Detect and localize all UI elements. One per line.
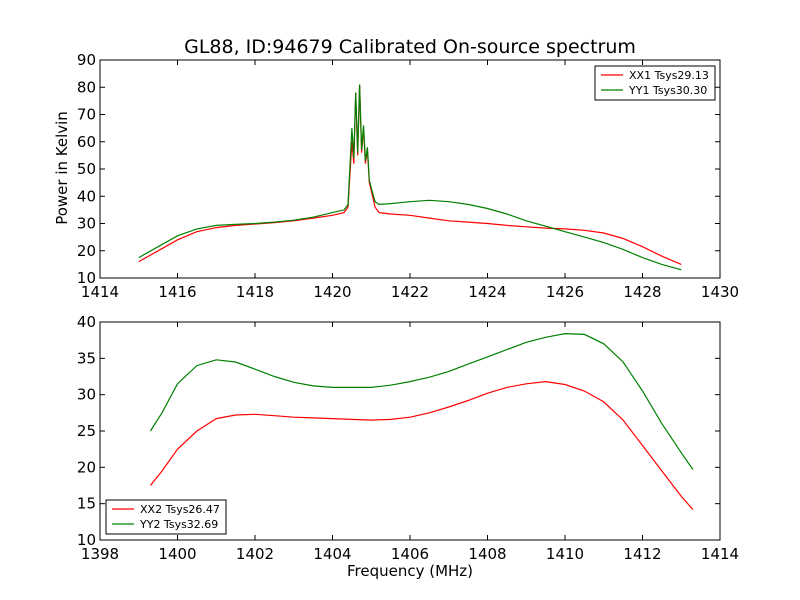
- y-tick-label: 60: [77, 133, 96, 151]
- x-tick-label: 1402: [236, 545, 274, 563]
- x-tick-label: 1414: [701, 545, 739, 563]
- y-tick-label: 70: [77, 106, 96, 124]
- chart-title: GL88, ID:94679 Calibrated On-source spec…: [184, 36, 636, 58]
- x-tick-label: 1408: [468, 545, 506, 563]
- y-tick-label: 20: [77, 242, 96, 260]
- y-tick-label: 10: [77, 531, 96, 549]
- legend-label: XX1 Tsys29.13: [629, 69, 709, 82]
- y-tick-label: 50: [77, 160, 96, 178]
- x-tick-label: 1400: [158, 545, 196, 563]
- x-tick-label: 1398: [81, 545, 119, 563]
- x-tick-label: 1428: [623, 283, 661, 301]
- top-spectrum-plot: 1414 1416 1418 1420 1422 1424 1426 1428 1430 10 20…: [53, 51, 739, 301]
- legend-label: XX2 Tsys26.47: [140, 503, 220, 516]
- y-tick-label: 30: [77, 386, 96, 404]
- y-tick-label: 20: [77, 458, 96, 476]
- x-tick-label: 1412: [623, 545, 661, 563]
- y-tick-label: 90: [77, 51, 96, 69]
- y-tick-label: 15: [77, 495, 96, 513]
- x-tick-label: 1406: [391, 545, 429, 563]
- y-tick-label: 10: [77, 269, 96, 287]
- series-line-2-1: [149, 380, 694, 510]
- y-tick-label: 35: [77, 349, 96, 367]
- y-tick-label: 30: [77, 215, 96, 233]
- x-tick-label: 1422: [391, 283, 429, 301]
- x-tick-label: 1416: [158, 283, 196, 301]
- series-line-1-2: [138, 84, 682, 271]
- x-tick-label: 1418: [236, 283, 274, 301]
- x-tick-label: 1404: [313, 545, 351, 563]
- bottom-spectrum-plot: 1398 1400 1402 1404 1406 1408 1410 1412 1414 10 15…: [77, 313, 739, 580]
- series-line-2-2: [149, 332, 694, 470]
- y-tick-label: 80: [77, 78, 96, 96]
- legend-label: YY2 Tsys32.69: [139, 518, 218, 531]
- series-line-1-1: [138, 84, 682, 265]
- bottom-xlabel: Frequency (MHz): [347, 562, 473, 580]
- legend-label: YY1 Tsys30.30: [628, 84, 707, 97]
- top-legend: XX1 Tsys29.13 YY1 Tsys30.30: [594, 65, 716, 101]
- y-tick-label: 40: [77, 187, 96, 205]
- x-tick-label: 1424: [468, 283, 506, 301]
- y-tick-label: 25: [77, 422, 96, 440]
- x-tick-label: 1414: [81, 283, 119, 301]
- legend-box: [105, 499, 227, 535]
- x-tick-label: 1430: [701, 283, 739, 301]
- x-tick-label: 1410: [546, 545, 584, 563]
- x-tick-label: 1426: [546, 283, 584, 301]
- legend-box: [594, 65, 716, 101]
- top-ylabel: Power in Kelvin: [53, 111, 71, 225]
- x-tick-label: 1420: [313, 283, 351, 301]
- y-tick-label: 40: [77, 313, 96, 331]
- bottom-legend: XX2 Tsys26.47 YY2 Tsys32.69: [105, 499, 227, 535]
